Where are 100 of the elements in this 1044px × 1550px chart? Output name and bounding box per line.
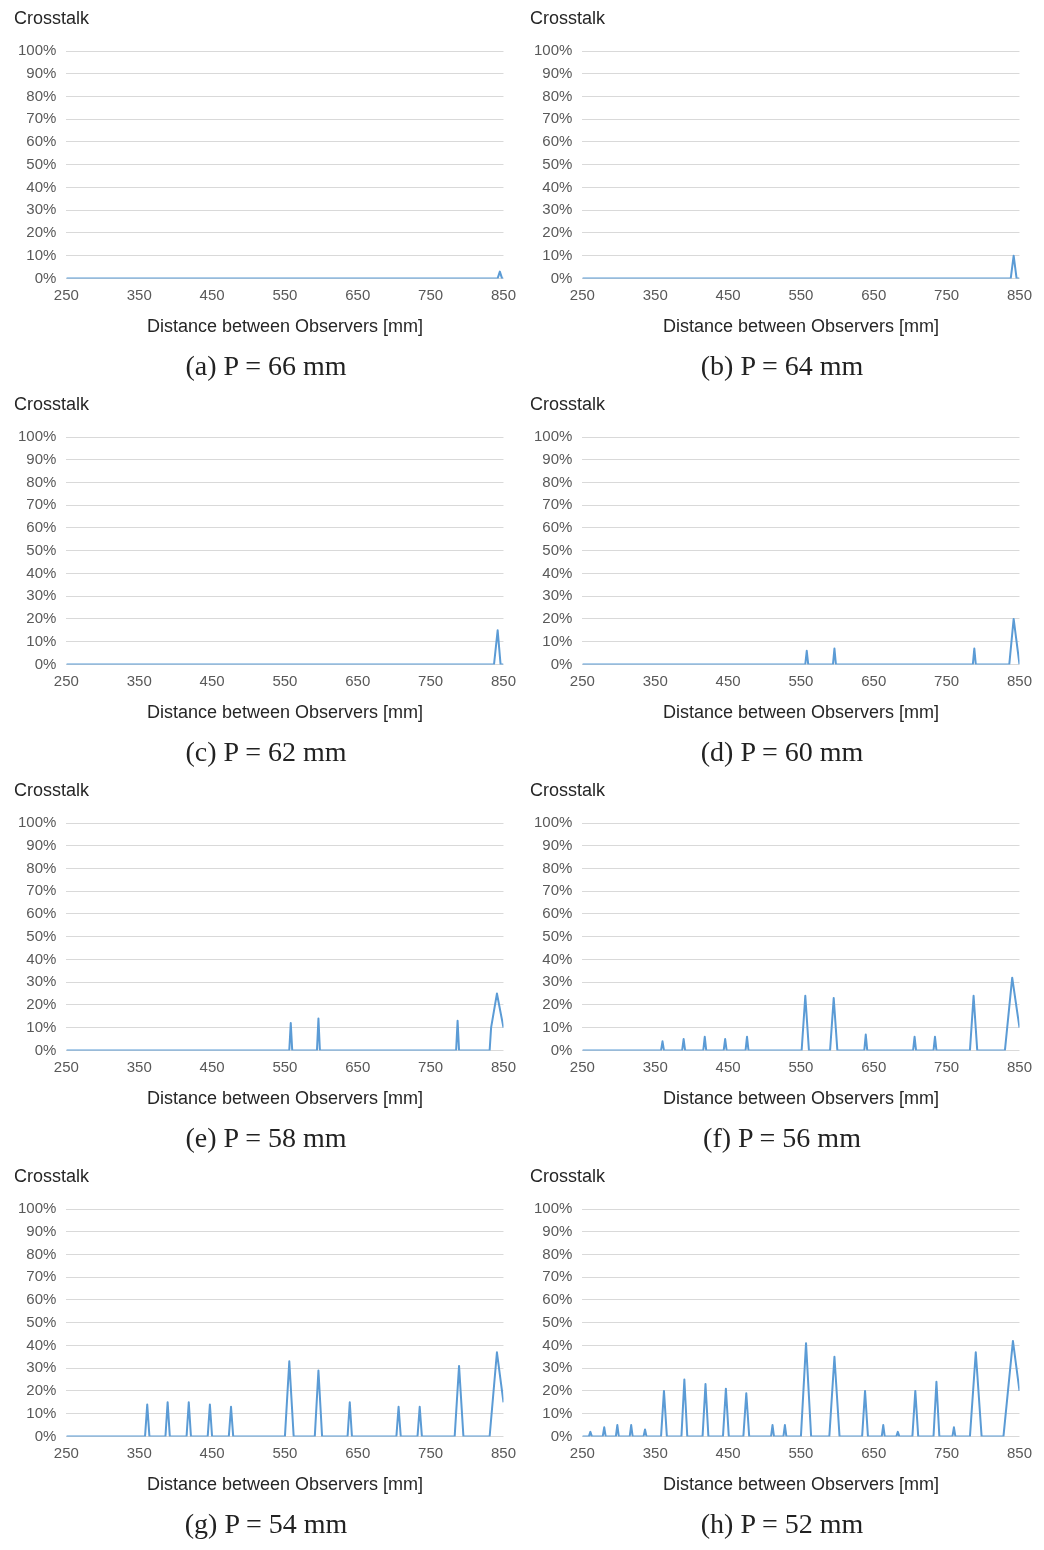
y-tick-label: 10%	[542, 245, 573, 263]
y-tick-label: 50%	[26, 154, 57, 172]
y-tick-label: 40%	[26, 177, 57, 195]
y-tick-label: 60%	[26, 132, 57, 150]
y-tick-label: 50%	[26, 1312, 57, 1330]
y-tick-label: 100%	[533, 1199, 573, 1217]
y-tick-label: 60%	[542, 518, 573, 536]
y-tick-label: 90%	[542, 1221, 573, 1239]
y-tick-label: 20%	[542, 1381, 573, 1399]
y-tick-label: 60%	[542, 904, 573, 922]
y-tick-label: 80%	[26, 858, 57, 876]
x-tick-label: 250	[53, 1443, 79, 1461]
y-tick-label: 60%	[26, 904, 57, 922]
y-tick-label: 30%	[542, 586, 573, 604]
x-tick-label: 650	[345, 1057, 371, 1075]
y-tick-label: 10%	[542, 1403, 573, 1421]
x-tick-label: 450	[199, 671, 225, 689]
x-tick-label: 650	[345, 1443, 371, 1461]
y-tick-label: 30%	[542, 972, 573, 990]
y-tick-label: 80%	[542, 1244, 573, 1262]
y-tick-label: 40%	[26, 949, 57, 967]
x-tick-label: 850	[490, 1057, 516, 1075]
x-axis-title: Distance between Observers [mm]	[662, 702, 939, 723]
y-tick-label: 100%	[17, 427, 57, 445]
x-tick-label: 850	[490, 1443, 516, 1461]
y-tick-label: 90%	[542, 449, 573, 467]
x-tick-label: 450	[715, 1057, 741, 1075]
y-axis-title: Crosstalk	[13, 780, 90, 802]
y-tick-label: 100%	[533, 813, 573, 831]
x-tick-label: 250	[569, 285, 595, 303]
x-tick-label: 550	[272, 1443, 298, 1461]
y-tick-label: 40%	[542, 1335, 573, 1353]
y-tick-label: 50%	[542, 926, 573, 944]
x-tick-label: 550	[788, 671, 814, 689]
y-tick-label: 20%	[542, 995, 573, 1013]
y-tick-label: 10%	[542, 1017, 573, 1035]
y-tick-label: 30%	[26, 1358, 57, 1376]
y-tick-label: 90%	[542, 835, 573, 853]
y-tick-label: 10%	[542, 631, 573, 649]
y-tick-label: 20%	[26, 995, 57, 1013]
y-tick-label: 100%	[17, 1199, 57, 1217]
y-tick-label: 100%	[533, 427, 573, 445]
x-tick-label: 450	[199, 285, 225, 303]
y-axis-title: Crosstalk	[529, 780, 606, 802]
x-tick-label: 350	[126, 1443, 152, 1461]
y-tick-label: 60%	[26, 1290, 57, 1308]
y-axis-title: Crosstalk	[529, 1166, 606, 1188]
x-tick-label: 650	[861, 1057, 887, 1075]
text: (e) P = 58 mm	[184, 1122, 348, 1154]
x-tick-label: 750	[418, 671, 444, 689]
x-tick-label: 350	[126, 285, 152, 303]
x-tick-label: 250	[569, 1443, 595, 1461]
y-tick-label: 20%	[542, 609, 573, 627]
y-tick-label: 40%	[26, 563, 57, 581]
x-axis-title: Distance between Observers [mm]	[662, 1088, 939, 1109]
y-tick-label: 80%	[26, 472, 57, 490]
x-axis-title: Distance between Observers [mm]	[662, 316, 939, 337]
y-axis-title: Crosstalk	[529, 394, 606, 416]
text: (f) P = 56 mm	[702, 1122, 862, 1154]
y-tick-label: 20%	[26, 1381, 57, 1399]
y-tick-label: 0%	[550, 654, 573, 672]
x-tick-label: 350	[642, 1057, 668, 1075]
y-tick-label: 20%	[542, 223, 573, 241]
y-tick-label: 60%	[542, 132, 573, 150]
y-tick-label: 70%	[542, 109, 573, 127]
x-tick-label: 250	[569, 1057, 595, 1075]
y-tick-label: 100%	[533, 41, 573, 59]
x-tick-label: 750	[934, 285, 960, 303]
x-tick-label: 650	[861, 1443, 887, 1461]
y-tick-label: 90%	[542, 63, 573, 81]
x-tick-label: 750	[934, 671, 960, 689]
text: (c) P = 62 mm	[184, 736, 348, 768]
x-tick-label: 250	[53, 1057, 79, 1075]
y-tick-label: 0%	[550, 268, 573, 286]
x-axis-title: Distance between Observers [mm]	[146, 1088, 423, 1109]
x-tick-label: 450	[715, 671, 741, 689]
x-tick-label: 850	[490, 285, 516, 303]
y-tick-label: 0%	[34, 1040, 57, 1058]
y-axis-title: Crosstalk	[13, 1166, 90, 1188]
y-tick-label: 30%	[26, 200, 57, 218]
x-tick-label: 250	[53, 285, 79, 303]
text: (d) P = 60 mm	[699, 736, 865, 768]
y-tick-label: 50%	[542, 1312, 573, 1330]
y-tick-label: 50%	[542, 540, 573, 558]
y-tick-label: 80%	[542, 86, 573, 104]
x-tick-label: 750	[934, 1443, 960, 1461]
x-tick-label: 650	[345, 671, 371, 689]
y-axis-title: Crosstalk	[13, 8, 90, 30]
x-tick-label: 850	[1006, 1057, 1032, 1075]
y-tick-label: 90%	[26, 835, 57, 853]
y-axis-title: Crosstalk	[13, 394, 90, 416]
y-tick-label: 90%	[26, 449, 57, 467]
y-tick-label: 0%	[34, 268, 57, 286]
y-tick-label: 30%	[26, 972, 57, 990]
y-tick-label: 40%	[542, 563, 573, 581]
x-tick-label: 750	[418, 1057, 444, 1075]
y-tick-label: 40%	[542, 177, 573, 195]
y-tick-label: 10%	[26, 1017, 57, 1035]
y-tick-label: 50%	[542, 154, 573, 172]
x-tick-label: 250	[53, 671, 79, 689]
